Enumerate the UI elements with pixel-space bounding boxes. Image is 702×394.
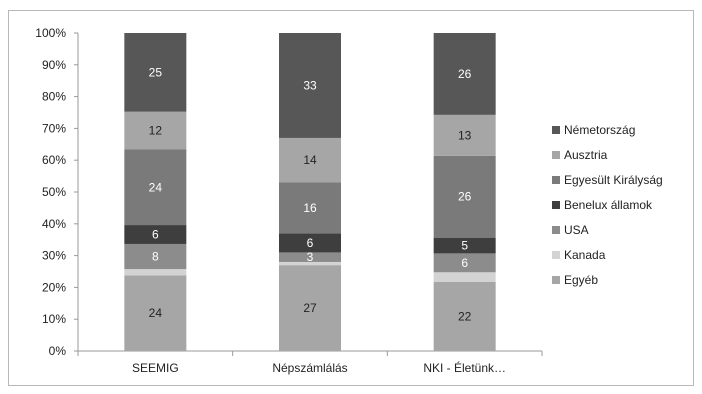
x-category-label: Népszámlálás bbox=[272, 361, 347, 375]
data-label: 6 bbox=[461, 256, 468, 270]
bar-segment bbox=[124, 111, 187, 150]
legend-swatch bbox=[552, 151, 560, 159]
legend-swatch bbox=[552, 201, 560, 209]
y-tick-label: 80% bbox=[42, 90, 66, 104]
data-label: 27 bbox=[303, 301, 317, 315]
legend-label: Németország bbox=[564, 123, 635, 137]
legend-label: Kanada bbox=[564, 248, 606, 262]
legend-label: USA bbox=[564, 223, 589, 237]
legend-swatch bbox=[552, 126, 560, 134]
bars bbox=[124, 33, 496, 351]
data-label: 25 bbox=[149, 65, 163, 79]
y-tick-label: 100% bbox=[35, 26, 66, 40]
legend-label: Benelux államok bbox=[564, 198, 653, 212]
y-tick-label: 90% bbox=[42, 58, 66, 72]
bar-segment bbox=[433, 281, 496, 351]
y-tick-label: 70% bbox=[42, 121, 66, 135]
data-label: 3 bbox=[307, 250, 314, 264]
bar-segment bbox=[124, 33, 187, 112]
bar-segment bbox=[433, 253, 496, 273]
bar-segment bbox=[279, 261, 341, 266]
chart-frame bbox=[8, 10, 694, 386]
y-tick-label: 50% bbox=[42, 185, 66, 199]
bar-segment bbox=[124, 269, 187, 276]
bar-segment bbox=[279, 182, 341, 234]
legend: Németország Ausztria Egyesült Királyság Ben… bbox=[552, 123, 663, 287]
legend-label: Ausztria bbox=[564, 148, 608, 162]
legend-swatch bbox=[552, 251, 560, 259]
y-tick-label: 0% bbox=[49, 344, 67, 358]
bar-segment bbox=[124, 275, 187, 351]
bar-segment bbox=[433, 272, 496, 282]
data-label: 26 bbox=[458, 67, 472, 81]
data-label: 22 bbox=[458, 309, 472, 323]
data-label: 6 bbox=[152, 228, 159, 242]
legend-swatch bbox=[552, 176, 560, 184]
y-tick-label: 40% bbox=[42, 217, 66, 231]
bar-segment bbox=[124, 225, 187, 244]
data-label: 8 bbox=[152, 250, 159, 264]
data-label: 24 bbox=[149, 180, 163, 194]
data-label: 26 bbox=[458, 190, 472, 204]
legend-swatch bbox=[552, 226, 560, 234]
bar-segment bbox=[279, 265, 341, 351]
legend-label: Egyesült Királyság bbox=[564, 173, 663, 187]
bar-segment bbox=[279, 137, 341, 183]
legend-label: Egyéb bbox=[564, 273, 598, 287]
bar-segment bbox=[433, 33, 496, 115]
bar-segment bbox=[279, 33, 341, 138]
bar-segment bbox=[433, 237, 496, 254]
bar-segment bbox=[124, 243, 187, 270]
data-label: 14 bbox=[303, 153, 317, 167]
x-axis: SEEMIG Népszámlálás NKI - Életünk… bbox=[132, 360, 506, 375]
y-tick-label: 10% bbox=[42, 312, 66, 326]
x-category-label: NKI - Életünk… bbox=[423, 360, 506, 375]
data-label: 12 bbox=[149, 124, 163, 138]
data-label: 24 bbox=[149, 306, 163, 320]
data-label: 13 bbox=[458, 128, 472, 142]
bar-segment bbox=[279, 252, 341, 262]
data-label: 6 bbox=[307, 236, 314, 250]
y-tick-label: 60% bbox=[42, 153, 66, 167]
bar-segment bbox=[279, 233, 341, 253]
y-tick-label: 30% bbox=[42, 249, 66, 263]
data-label: 16 bbox=[303, 201, 317, 215]
bar-segment bbox=[433, 114, 496, 156]
legend-swatch bbox=[552, 276, 560, 284]
data-label: 33 bbox=[303, 78, 317, 92]
bar-segment bbox=[433, 155, 496, 238]
x-category-label: SEEMIG bbox=[132, 361, 179, 375]
y-tick-label: 20% bbox=[42, 280, 66, 294]
data-label: 5 bbox=[461, 239, 468, 253]
bar-segment bbox=[124, 149, 187, 226]
